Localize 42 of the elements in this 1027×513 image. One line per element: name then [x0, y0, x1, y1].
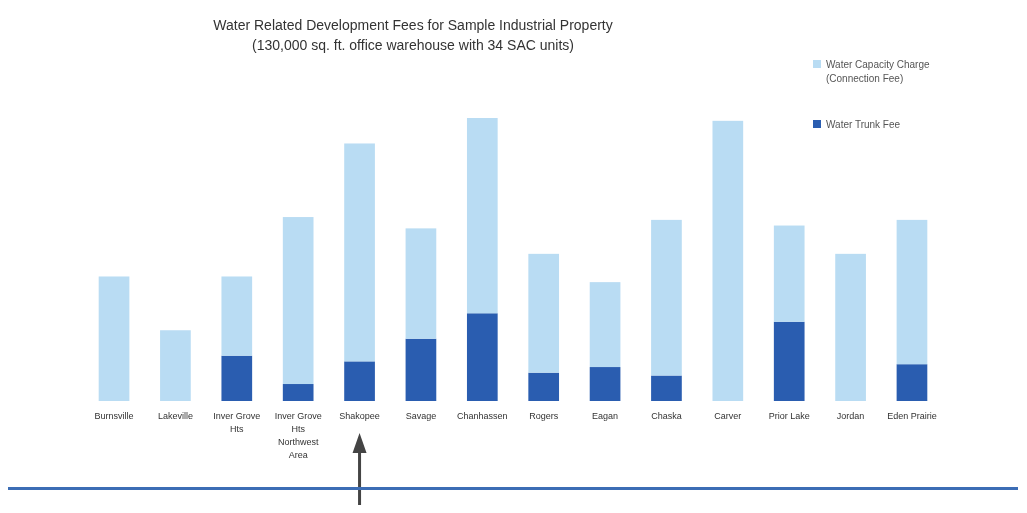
bar [98, 276, 130, 401]
bar [896, 219, 928, 365]
x-tick-label: Jordan [836, 411, 865, 421]
bar [466, 118, 498, 314]
bar [773, 321, 805, 401]
x-tick-label: Eagan [592, 411, 619, 421]
x-tick-label: Rogers [529, 411, 559, 421]
x-tick-label: Inver Grove Hts [213, 411, 261, 434]
bar [160, 330, 191, 401]
bar [589, 282, 621, 368]
legend-label: Water Trunk Fee [826, 119, 901, 130]
chart-title: Water Related Development Fees for Sample Industrial Property [213, 17, 613, 33]
bar [651, 375, 682, 401]
x-tick-label: Carver [714, 411, 742, 421]
x-tick-label: Chaska [651, 411, 682, 421]
bar [528, 253, 560, 373]
bar [589, 367, 621, 401]
chart-subtitle: (130,000 sq. ft. office warehouse with 34 SAC units) [252, 37, 574, 53]
bar [221, 276, 253, 356]
legend-label: Water Capacity Charge (Connection Fee) [826, 59, 930, 84]
bar [344, 143, 375, 362]
x-tick-label: Prior Lake [768, 411, 810, 421]
bar [405, 338, 437, 401]
bar [651, 219, 682, 376]
bar [466, 313, 498, 401]
bar [282, 217, 314, 385]
bar [835, 253, 866, 401]
x-tick-label: Savage [405, 411, 437, 421]
x-tick-label: Chanhassen [457, 411, 508, 421]
x-tick-label: Eden Prairie [887, 411, 937, 421]
bar [712, 120, 744, 401]
bar [405, 228, 437, 339]
x-tick-label: Inver Grove Hts Northwest Area [274, 411, 322, 460]
bar [344, 361, 375, 401]
bar [221, 355, 253, 401]
bar [896, 364, 928, 401]
bar [773, 225, 805, 322]
bar [528, 372, 560, 401]
bar [282, 384, 314, 401]
x-tick-label: Burnsville [94, 411, 134, 421]
x-tick-label: Lakeville [157, 411, 193, 421]
x-tick-label: Shakopee [339, 411, 380, 421]
